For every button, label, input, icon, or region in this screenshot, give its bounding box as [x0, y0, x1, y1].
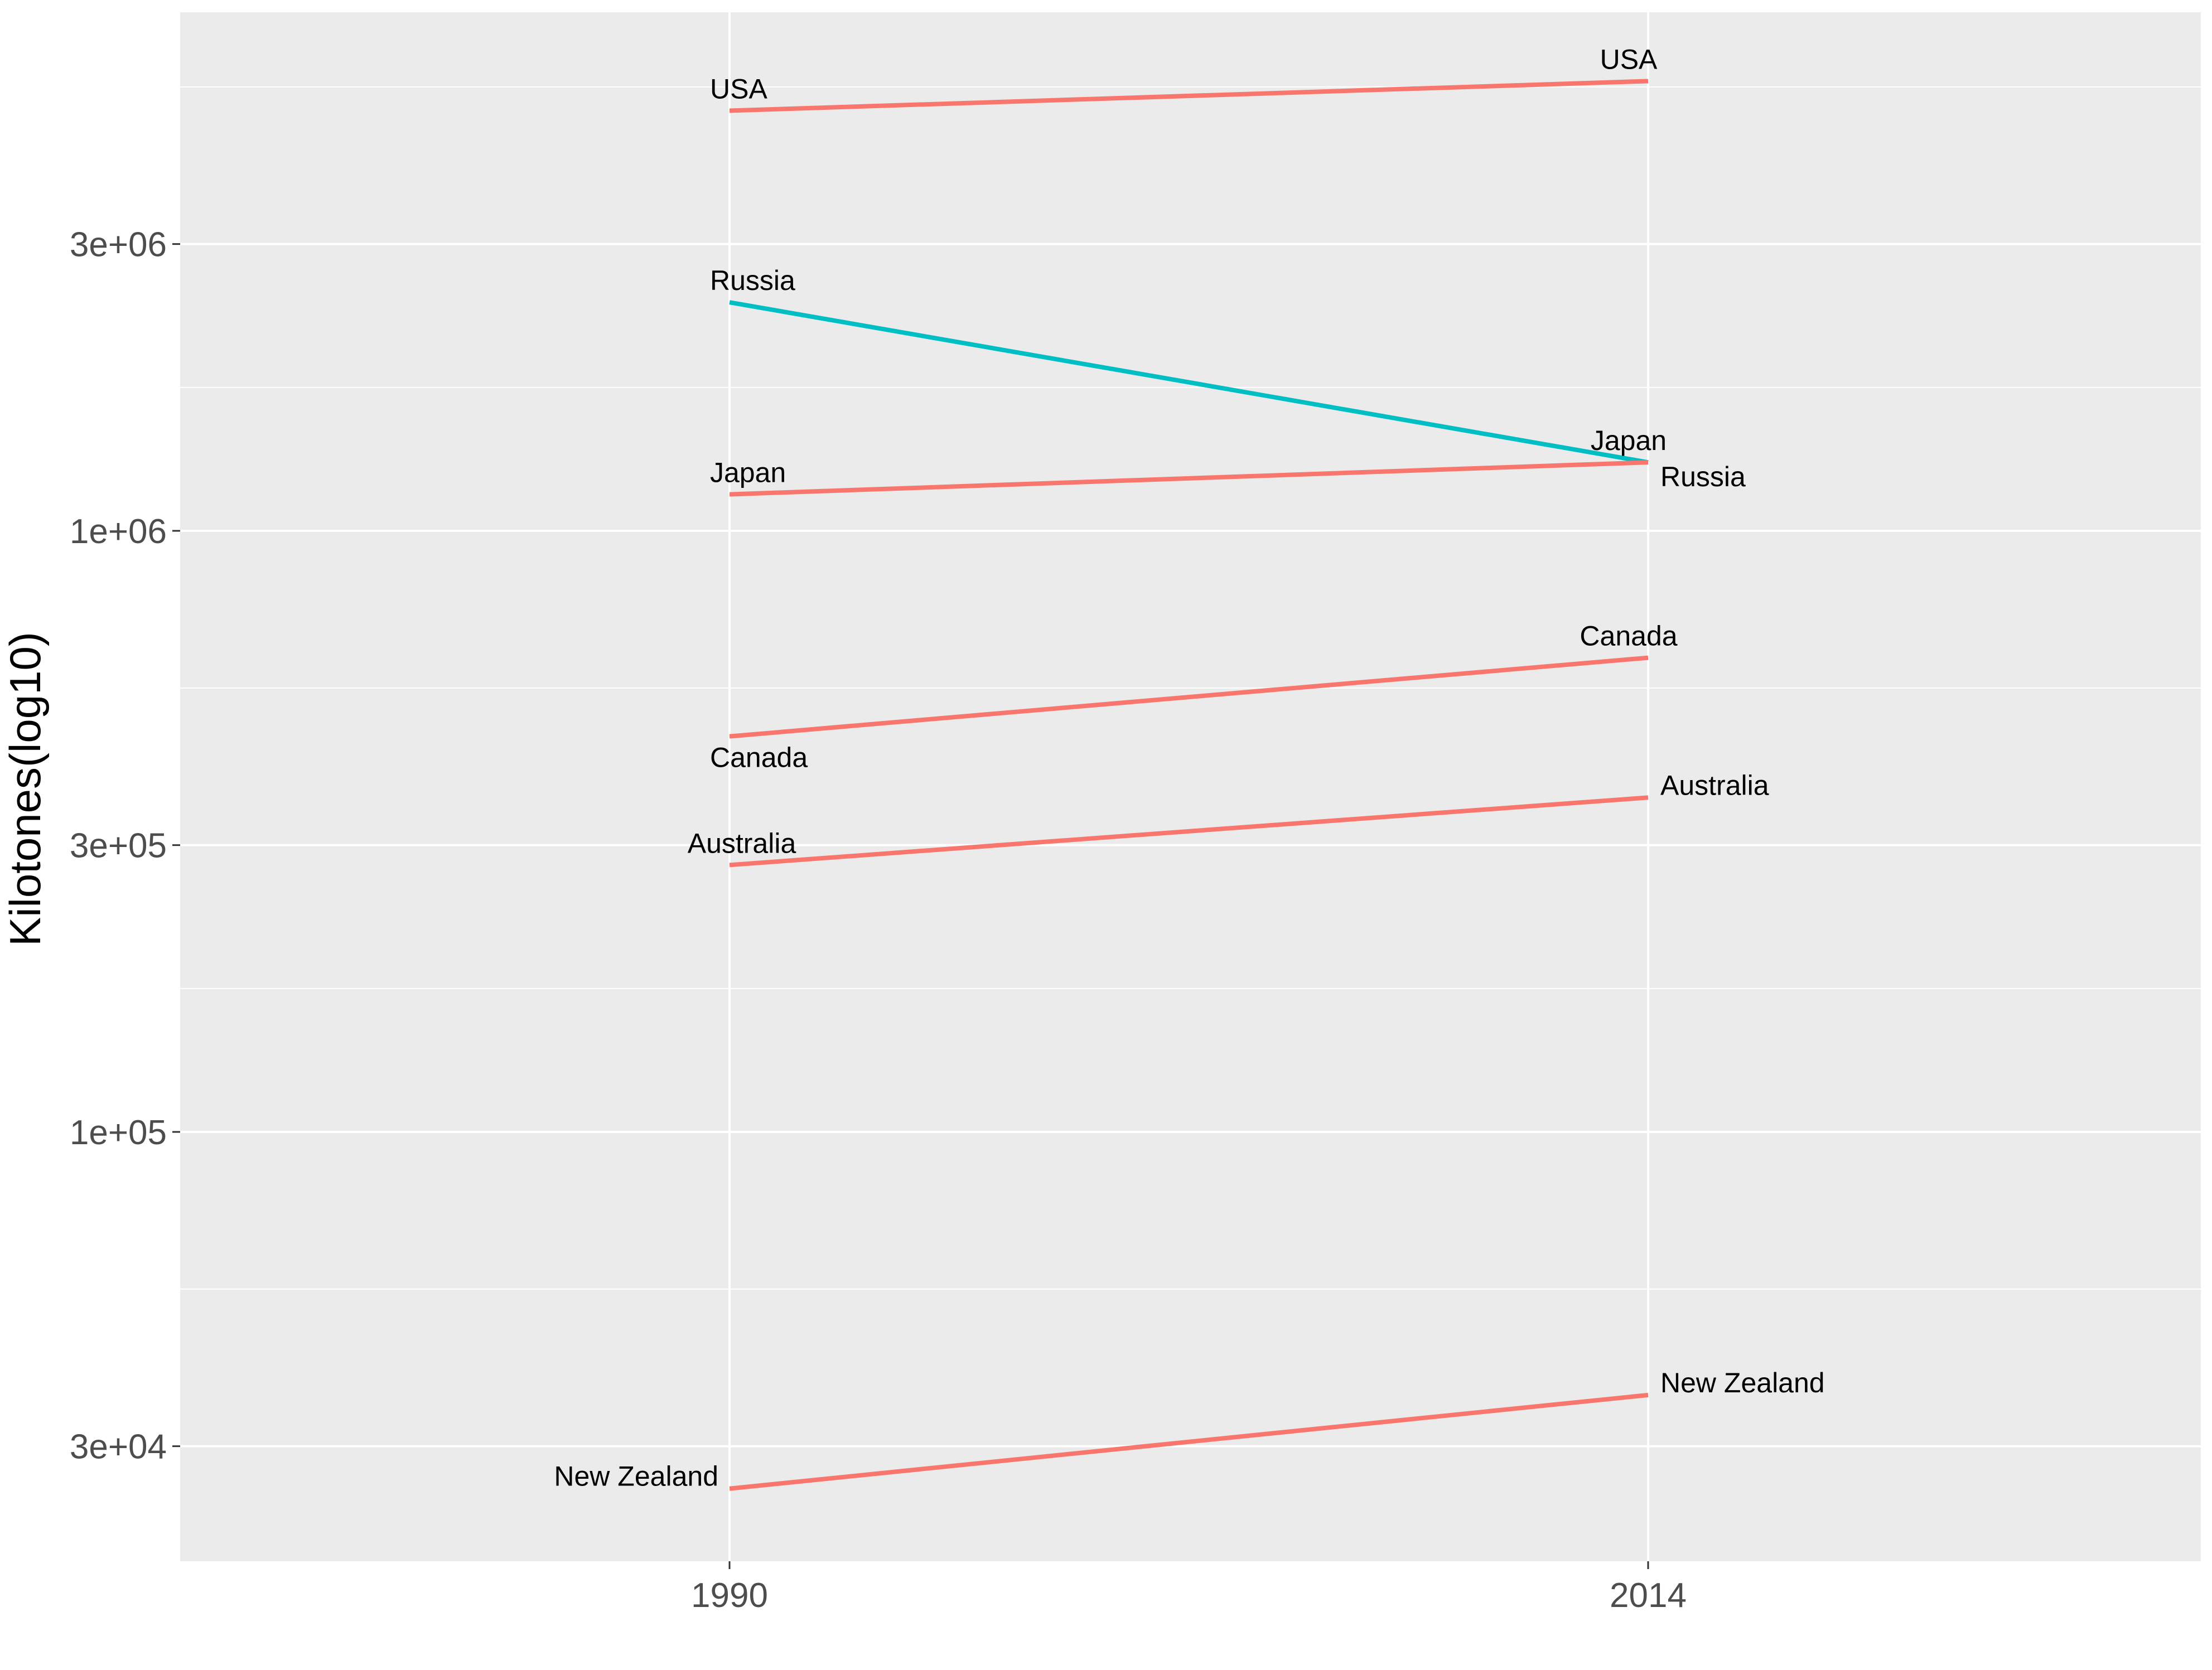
series-line	[729, 1392, 1649, 1491]
x-tick-label: 2014	[1610, 1576, 1687, 1615]
y-tick-label: 1e+05	[70, 1114, 167, 1152]
country-label-2014: New Zealand	[1660, 1367, 1825, 1398]
series-line	[729, 795, 1649, 868]
country-label-2014: USA	[1600, 43, 1658, 75]
y-tick-label: 3e+06	[70, 226, 167, 264]
y-tick-label: 3e+04	[70, 1428, 167, 1466]
y-axis: 3e+04 1e+05 3e+05 1e+06 3e+06	[70, 226, 180, 1466]
x-axis: 1990 2014	[691, 1561, 1687, 1615]
series-line	[729, 460, 1649, 497]
country-label-2014: Canada	[1580, 621, 1677, 652]
country-label-1990: USA	[710, 74, 767, 105]
country-label-1990: Japan	[710, 457, 786, 488]
series-line	[729, 300, 1649, 465]
series-line	[729, 655, 1649, 739]
plot-background	[180, 12, 2201, 1561]
country-labels: USA USA Russia Russia Japan Japan Canada Canada…	[554, 43, 1824, 1492]
series-line	[729, 79, 1649, 113]
country-label-1990: New Zealand	[554, 1461, 718, 1492]
series-lines	[729, 79, 1649, 1491]
country-label-2014: Australia	[1660, 769, 1769, 801]
country-label-1990: Australia	[688, 827, 796, 859]
major-gridlines	[180, 12, 2201, 1561]
country-label-1990: Russia	[710, 265, 795, 296]
y-axis-title: Kilotones(log10)	[1, 632, 50, 946]
country-label-2014: Japan	[1591, 425, 1667, 456]
minor-gridlines	[180, 86, 2201, 1290]
y-tick-label: 3e+05	[70, 827, 167, 865]
x-tick-label: 1990	[691, 1576, 768, 1615]
y-tick-label: 1e+06	[70, 512, 167, 551]
country-label-2014: Russia	[1660, 461, 1746, 492]
country-label-1990: Canada	[710, 742, 808, 773]
